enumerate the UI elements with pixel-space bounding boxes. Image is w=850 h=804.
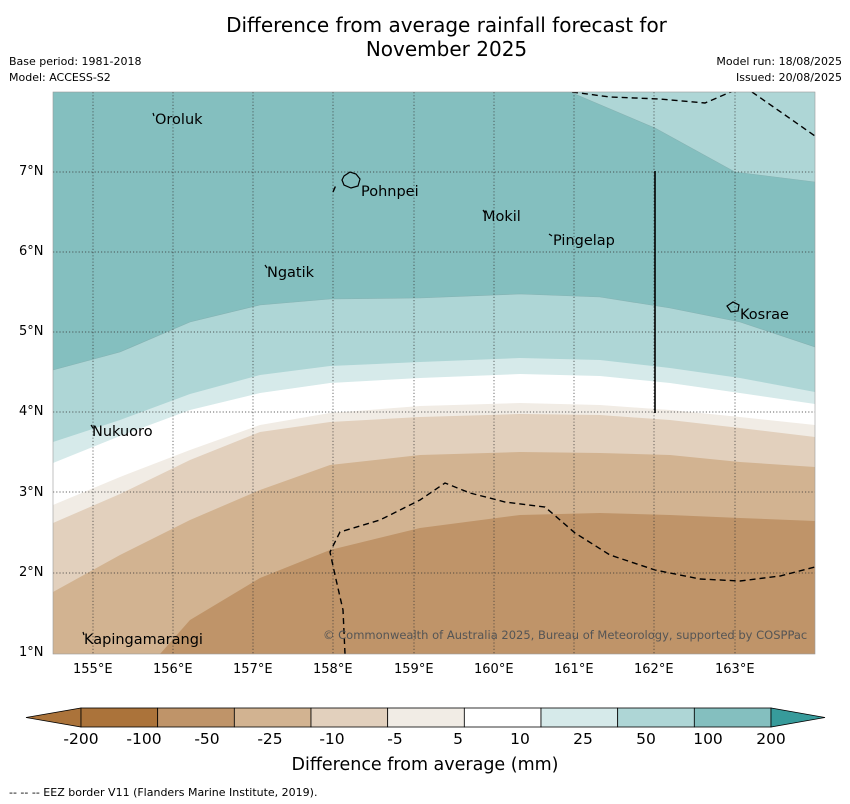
colorbar-extend-high — [770, 707, 826, 728]
lat-tick: 7°N — [19, 164, 44, 179]
lat-tick: 4°N — [19, 404, 44, 419]
label-kosrae: Kosrae — [740, 307, 789, 323]
label-kapingamarangi: Kapingamarangi — [84, 632, 203, 648]
pohnpei-island-shape — [341, 171, 361, 189]
colorbar-label: -5 — [387, 730, 403, 748]
colorbar-label: -200 — [63, 730, 99, 748]
colorbar-cell — [617, 707, 695, 728]
label-pohnpei: Pohnpei — [361, 184, 419, 200]
lon-tick: 155°E — [73, 662, 113, 677]
colorbar-cell — [463, 707, 542, 728]
colorbar-label: 5 — [453, 730, 463, 748]
copyright-text: © Commonwealth of Australia 2025, Bureau… — [323, 628, 808, 642]
lon-tick: 157°E — [233, 662, 273, 677]
lon-tick: 163°E — [715, 662, 755, 677]
colorbar-cell — [157, 707, 235, 728]
island-outlines — [82, 112, 740, 636]
band-minus100-minus50 — [160, 513, 815, 654]
graticule — [53, 92, 815, 654]
map-title-line2: November 2025 — [365, 37, 528, 61]
map-frame — [52, 91, 816, 655]
colorbar-label: 10 — [510, 730, 530, 748]
colorbar-cell — [387, 707, 465, 728]
model-text: Model: ACCESS-S2 — [9, 71, 111, 84]
lon-tick: 159°E — [394, 662, 434, 677]
colorbar-label: 100 — [693, 730, 723, 748]
label-nukuoro: Nukuoro — [92, 424, 153, 440]
map-title-line1: Difference from average rainfall forecas… — [226, 13, 667, 37]
colorbar-label: -10 — [319, 730, 345, 748]
colorbar-title: Difference from average (mm) — [291, 755, 559, 775]
lon-tick: 160°E — [474, 662, 514, 677]
colorbar-label: 200 — [756, 730, 786, 748]
colorbar-cell — [540, 707, 619, 728]
colorbar-label: 50 — [636, 730, 656, 748]
colorbar-label: -25 — [257, 730, 283, 748]
label-ngatik: Ngatik — [267, 265, 315, 281]
lat-tick: 2°N — [19, 565, 44, 580]
colorbar-cell — [80, 707, 159, 728]
base-period-text: Base period: 1981-2018 — [9, 55, 142, 68]
colorbar-cell — [693, 707, 772, 728]
lat-tick: 1°N — [19, 645, 44, 660]
eez-border — [329, 92, 815, 654]
label-oroluk: Oroluk — [155, 112, 203, 128]
lat-tick: 3°N — [19, 485, 44, 500]
label-pingelap: Pingelap — [553, 233, 615, 249]
issued-text: Issued: 20/08/2025 — [735, 71, 842, 84]
lon-tick: 162°E — [634, 662, 674, 677]
lat-tick: 5°N — [19, 324, 44, 339]
lon-tick: 161°E — [554, 662, 594, 677]
colorbar-cell — [233, 707, 312, 728]
lon-tick: 158°E — [313, 662, 353, 677]
colorbar-cell — [310, 707, 389, 728]
colorbar-label: 25 — [573, 730, 593, 748]
kosrae-island-shape — [726, 301, 740, 313]
lat-tick: 6°N — [19, 244, 44, 259]
model-run-text: Model run: 18/08/2025 — [716, 55, 842, 68]
colorbar-label: -100 — [126, 730, 162, 748]
rainfall-bands — [53, 92, 815, 654]
lon-tick: 156°E — [153, 662, 193, 677]
colorbar-extend-low — [25, 707, 82, 728]
band-10-25-top — [570, 92, 815, 182]
colorbar-label: -50 — [194, 730, 220, 748]
colorbar-cells — [25, 707, 826, 728]
eez-footnote: -- -- -- EEZ border V11 (Flanders Marine… — [9, 786, 318, 799]
label-mokil: Mokil — [483, 209, 521, 225]
